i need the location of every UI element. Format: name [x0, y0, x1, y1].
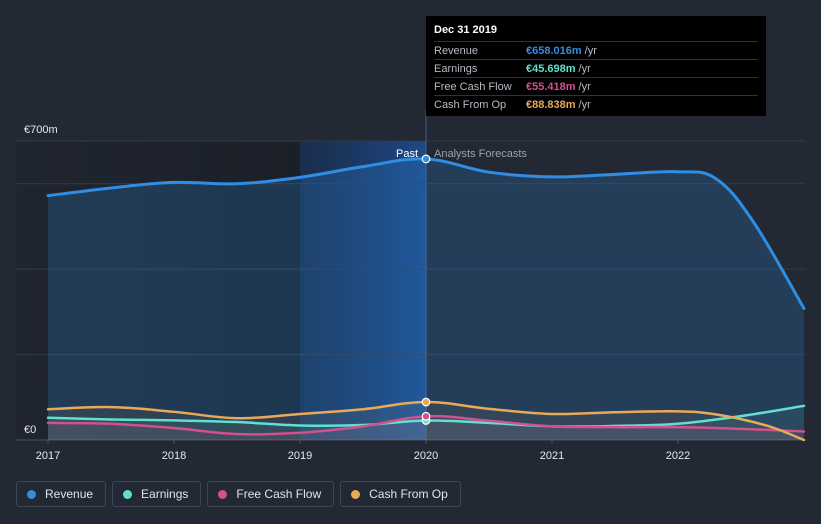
past-label: Past — [396, 148, 418, 160]
tooltip-value: €45.698m — [526, 62, 576, 75]
tooltip-value: €88.838m — [526, 98, 576, 111]
data-point-marker — [421, 411, 431, 421]
tooltip-unit: /yr — [578, 80, 591, 93]
tooltip-row-revenue: Revenue €658.016m /yr — [434, 41, 758, 59]
legend-label: Free Cash Flow — [236, 487, 322, 501]
tooltip: Dec 31 2019 Revenue €658.016m /yr Earnin… — [426, 16, 766, 116]
legend-item-revenue[interactable]: Revenue — [16, 481, 107, 507]
tooltip-value: €658.016m — [526, 44, 582, 57]
tooltip-label: Cash From Op — [434, 98, 507, 111]
tooltip-value: €55.418m — [526, 80, 576, 93]
tooltip-unit: /yr — [584, 44, 597, 57]
forecast-label: Analysts Forecasts — [434, 148, 527, 160]
x-tick-label: 2021 — [540, 450, 564, 462]
tooltip-unit: /yr — [578, 62, 591, 75]
legend-dot-icon — [218, 489, 228, 499]
legend: Revenue Earnings Free Cash Flow Cash Fro… — [16, 481, 461, 507]
legend-item-cash-from-op[interactable]: Cash From Op — [340, 481, 461, 507]
y-axis-label-zero: €0 — [24, 424, 36, 436]
tooltip-row-free-cash-flow: Free Cash Flow €55.418m /yr — [434, 77, 758, 95]
legend-label: Earnings — [141, 487, 189, 501]
tooltip-unit: /yr — [578, 98, 591, 111]
series-line-cash-from-op — [46, 400, 806, 442]
highlight-band — [300, 141, 426, 440]
series-area-revenue — [48, 158, 804, 440]
y-axis-label-max: €700m — [24, 124, 58, 136]
legend-item-earnings[interactable]: Earnings — [112, 481, 202, 507]
tooltip-row-cash-from-op: Cash From Op €88.838m /yr — [434, 95, 758, 113]
tooltip-label: Earnings — [434, 62, 478, 75]
legend-label: Revenue — [45, 487, 94, 501]
legend-dot-icon — [351, 489, 361, 499]
x-tick-label: 2020 — [414, 450, 438, 462]
data-point-marker — [421, 397, 431, 407]
tooltip-row-earnings: Earnings €45.698m /yr — [434, 59, 758, 77]
legend-label: Cash From Op — [369, 487, 448, 501]
series-line-revenue — [46, 157, 806, 310]
legend-dot-icon — [27, 489, 36, 499]
x-tick-label: 2019 — [288, 450, 312, 462]
x-tick-label: 2022 — [666, 450, 690, 462]
legend-dot-icon — [123, 489, 133, 499]
tooltip-label: Revenue — [434, 44, 479, 57]
x-tick-label: 2017 — [36, 450, 60, 462]
tooltip-label: Free Cash Flow — [434, 80, 512, 93]
x-tick-label: 2018 — [162, 450, 186, 462]
data-point-marker — [421, 154, 431, 164]
legend-item-free-cash-flow[interactable]: Free Cash Flow — [207, 481, 335, 507]
tooltip-title: Dec 31 2019 — [434, 24, 497, 36]
